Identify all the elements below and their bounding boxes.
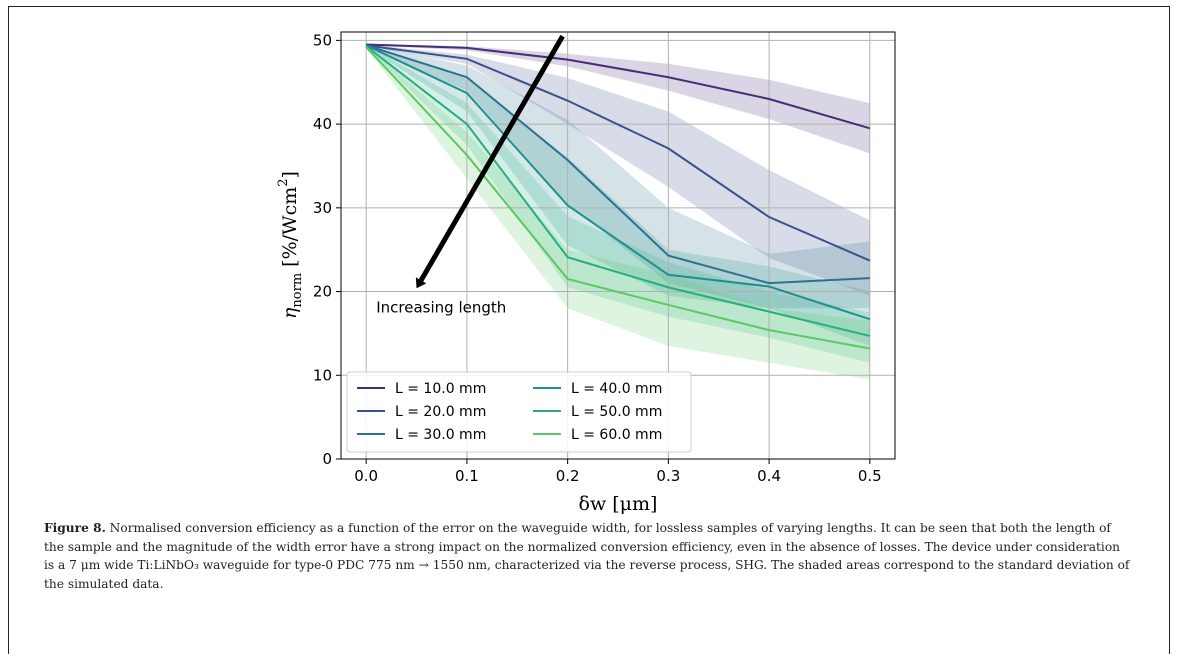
y-tick-label-5: 50 xyxy=(313,31,332,49)
legend-label-6: L = 60.0 mm xyxy=(571,427,662,443)
series-lines xyxy=(365,43,871,350)
y-tick-label-3: 30 xyxy=(313,199,332,217)
y-tick-label-2: 20 xyxy=(313,283,332,301)
caption-text: Normalised conversion efficiency as a fu… xyxy=(44,521,1130,591)
band-6 xyxy=(366,45,870,380)
x-tick-label-1: 0.1 xyxy=(455,467,479,485)
arrow-shaft xyxy=(418,34,565,282)
figure-frame xyxy=(8,6,1170,654)
legend-label-3: L = 30.0 mm xyxy=(395,427,486,443)
x-tick-label-4: 0.4 xyxy=(757,467,781,485)
series-line-2 xyxy=(366,44,871,262)
series-line-3 xyxy=(365,44,870,285)
arrow-head xyxy=(415,277,427,289)
legend-label-4: L = 40.0 mm xyxy=(571,381,662,397)
series-line-4 xyxy=(365,44,871,321)
legend: L = 10.0 mm L = 20.0 mm L = 30.0 mm L = 40.… xyxy=(346,371,692,453)
annotation-text: Increasing length xyxy=(376,298,506,316)
efficiency-chart: 0.0 0.1 0.2 0.3 0.4 0.5 0 10 20 30 40 50 Increasing… xyxy=(276,31,896,515)
figure-caption: Figure 8. Normalised conversion efficien… xyxy=(44,519,1134,593)
y-tick-label-0: 0 xyxy=(322,450,332,468)
x-axis-title: δw [μm] xyxy=(579,493,658,515)
legend-box xyxy=(346,371,692,453)
legend-label-5: L = 50.0 mm xyxy=(571,404,662,420)
series-line-1 xyxy=(366,43,871,130)
axis-ticks: 0.0 0.1 0.2 0.3 0.4 0.5 0 10 20 30 40 50 xyxy=(313,31,882,485)
caption-label: Figure 8. xyxy=(44,521,106,535)
y-label-unit: [%/Wcm xyxy=(279,187,301,267)
y-axis-title: ηnorm [%/Wcm2] xyxy=(276,171,305,319)
y-tick-label-1: 10 xyxy=(313,366,332,384)
x-tick-label-2: 0.2 xyxy=(556,467,580,485)
band-5 xyxy=(366,44,870,363)
x-tick-label-5: 0.5 xyxy=(858,467,882,485)
series-line-6 xyxy=(365,46,870,350)
y-label-superscript: 2 xyxy=(276,178,291,186)
y-tick-label-4: 40 xyxy=(313,115,332,133)
band-2 xyxy=(366,44,870,296)
y-label-symbol: η xyxy=(279,307,301,319)
plot-area-border xyxy=(340,31,896,460)
legend-label-2: L = 20.0 mm xyxy=(395,404,486,420)
annotation-arrow xyxy=(415,34,565,289)
std-bands xyxy=(366,43,870,380)
x-tick-label-3: 0.3 xyxy=(656,467,680,485)
legend-label-1: L = 10.0 mm xyxy=(395,381,486,397)
band-3 xyxy=(366,44,870,309)
x-tick-label-0: 0.0 xyxy=(354,467,378,485)
y-label-subscript: norm xyxy=(290,273,305,308)
y-label-close: ] xyxy=(279,171,301,178)
series-line-5 xyxy=(365,45,871,337)
